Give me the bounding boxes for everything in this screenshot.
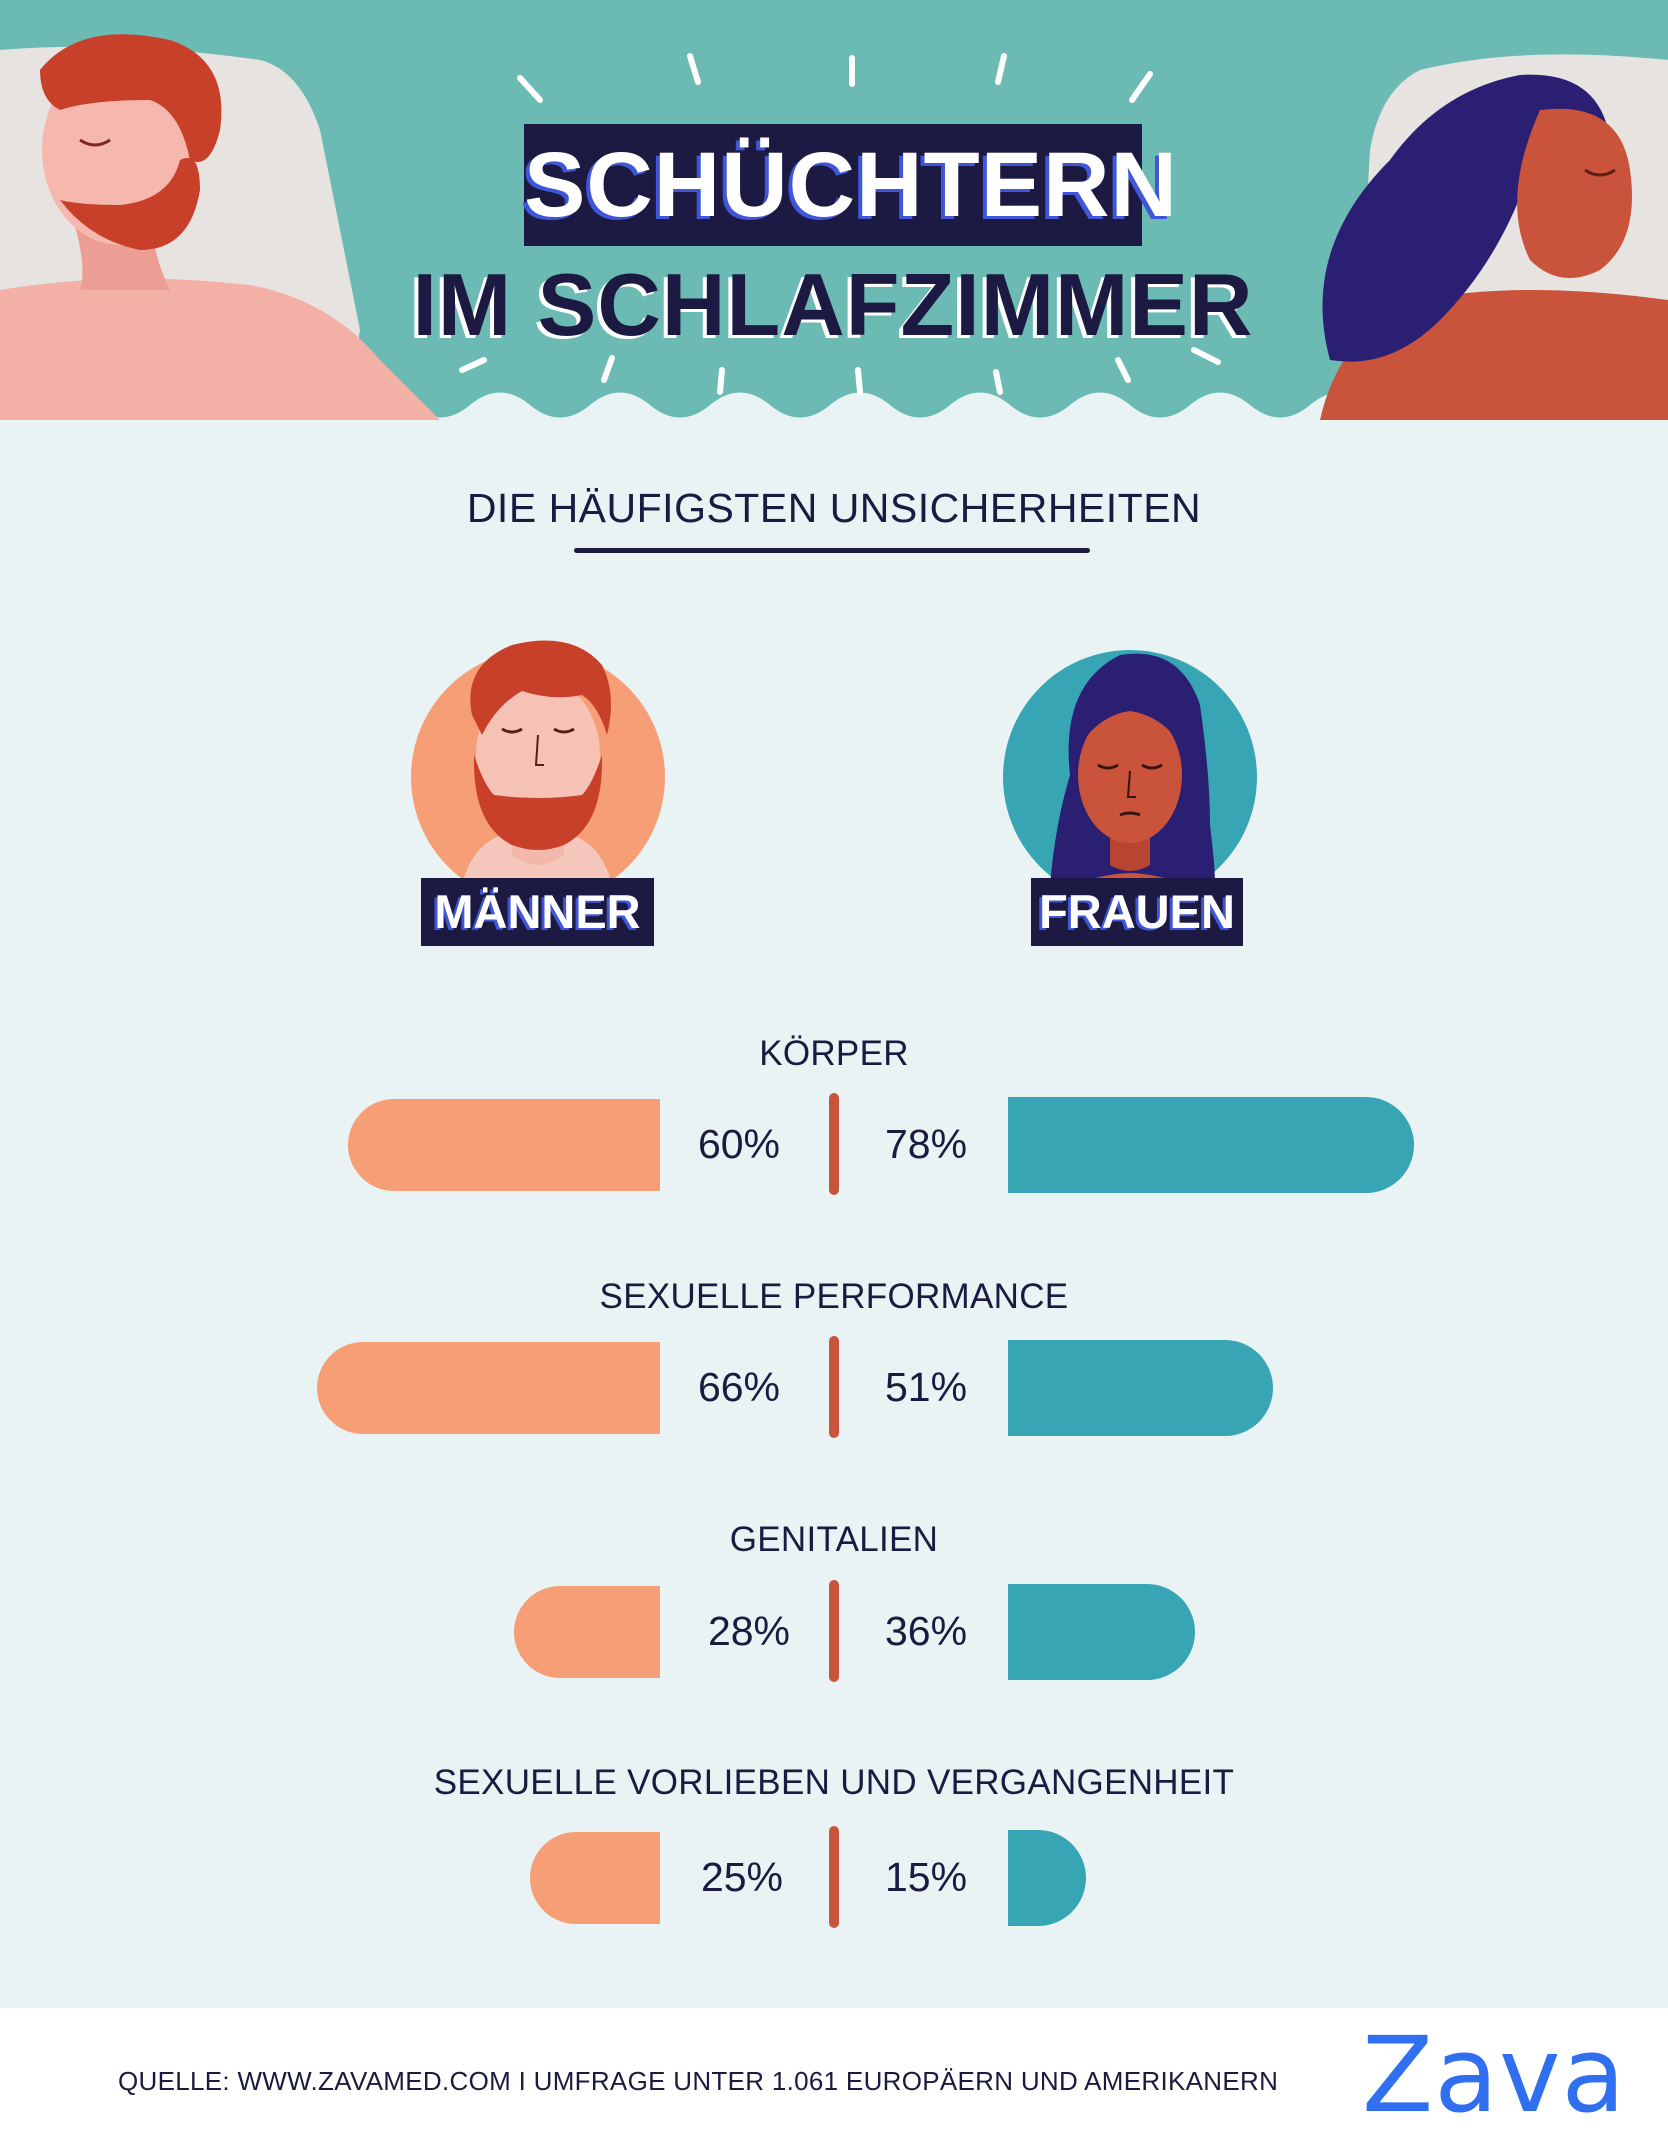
value-label-women: 78% [885,1121,968,1167]
women-label: FRAUEN [1031,878,1243,946]
row-divider [829,1336,839,1438]
value-label-women: 51% [885,1364,968,1410]
category-label: SEXUELLE PERFORMANCE [599,1277,1069,1316]
value-label-men: 66% [697,1364,780,1410]
value-label-women: 36% [885,1608,968,1654]
title-box [524,124,1142,246]
category-label: KÖRPER [759,1034,909,1073]
category-label: SEXUELLE VORLIEBEN UND VERGANGENHEIT [433,1763,1235,1802]
men-label: MÄNNER [421,878,654,946]
value-label-men: 25% [700,1854,783,1900]
zava-logo[interactable]: Zava [1362,2014,1627,2136]
women-avatar [1000,625,1270,945]
bar-women [1008,1584,1196,1680]
bar-women [1008,1340,1274,1436]
footer [0,2008,1668,2155]
section-subtitle: DIE HÄUFIGSTEN UNSICHERHEITEN [466,485,1202,531]
bar-men [316,1342,660,1434]
bar-men [348,1099,660,1191]
bar-women [1008,1830,1086,1926]
subtitle-underline [574,548,1090,553]
bar-men [514,1586,660,1678]
row-divider [829,1093,839,1195]
row-divider [829,1826,839,1928]
row-divider [829,1580,839,1682]
source-note: QUELLE: WWW.ZAVAMED.COM I UMFRAGE UNTER … [118,2066,1279,2096]
category-label: GENITALIEN [729,1520,939,1559]
value-label-men: 28% [707,1608,790,1654]
value-label-men: 60% [697,1121,780,1167]
page-title-line1: SCHÜCHTERN [524,134,1178,236]
page-title-line2: IM SCHLAFZIMMER [412,255,1254,354]
bar-men [530,1832,660,1924]
value-label-women: 15% [885,1854,968,1900]
bar-women [1008,1097,1414,1193]
